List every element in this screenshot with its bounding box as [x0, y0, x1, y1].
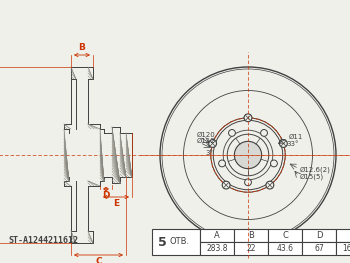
Text: B: B [248, 231, 254, 240]
Text: 164.8: 164.8 [342, 244, 350, 253]
Bar [200, 229, 234, 242]
Text: Ø15(5): Ø15(5) [300, 173, 324, 180]
Bar [336, 229, 350, 242]
Circle shape [266, 181, 274, 189]
Circle shape [280, 140, 287, 147]
Circle shape [209, 140, 217, 147]
Circle shape [234, 141, 262, 169]
Circle shape [271, 160, 277, 167]
Circle shape [261, 129, 267, 136]
Text: 43.6: 43.6 [276, 244, 294, 253]
Text: ОТВ.: ОТВ. [169, 237, 189, 246]
Circle shape [244, 114, 252, 122]
Text: Ø120: Ø120 [197, 132, 215, 138]
Text: E: E [113, 199, 119, 208]
Bar [200, 242, 234, 255]
Bar [152, 229, 200, 255]
Text: ST-A1244211612: ST-A1244211612 [8, 236, 78, 245]
Bar [234, 229, 268, 242]
Circle shape [219, 160, 225, 167]
Bar [336, 242, 350, 255]
Text: 3°: 3° [206, 150, 214, 156]
Text: 283.8: 283.8 [206, 244, 228, 253]
Text: 22: 22 [246, 244, 256, 253]
Bar [302, 242, 336, 255]
Bar [234, 242, 268, 255]
Circle shape [245, 179, 251, 186]
Text: D: D [102, 190, 110, 200]
Text: C: C [95, 257, 102, 263]
Text: A: A [214, 231, 220, 240]
Bar [302, 229, 336, 242]
Text: 33°: 33° [286, 141, 299, 147]
Text: 5: 5 [158, 235, 167, 249]
Text: Ø12.6(2): Ø12.6(2) [300, 166, 331, 173]
Bar [268, 229, 302, 242]
Text: B: B [78, 43, 85, 53]
Text: C: C [282, 231, 288, 240]
Circle shape [222, 181, 230, 189]
Circle shape [229, 129, 235, 136]
Text: 67: 67 [314, 244, 324, 253]
Text: D: D [316, 231, 322, 240]
Bar [268, 242, 302, 255]
Text: Ø11: Ø11 [288, 133, 303, 139]
Text: Ø112: Ø112 [197, 138, 215, 144]
